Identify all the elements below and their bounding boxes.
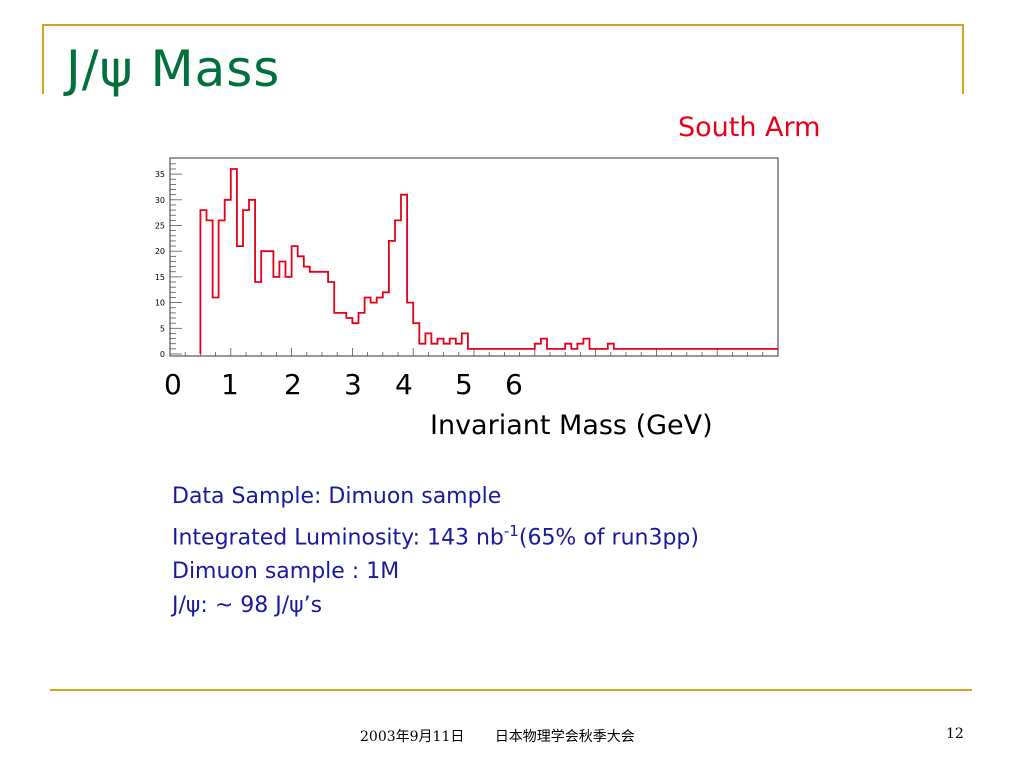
histogram-bin <box>304 267 310 354</box>
histogram-bin <box>377 298 383 355</box>
histogram-bin <box>310 272 316 354</box>
histogram-bin <box>340 313 346 354</box>
histogram-bin <box>213 298 219 355</box>
histogram-bin <box>316 272 322 354</box>
y-tick-label: 25 <box>155 222 165 231</box>
histogram-bin <box>413 323 419 354</box>
plot-frame <box>169 157 779 357</box>
info-line-jpsi-count: J/ψ: ~ 98 J/ψ’s <box>172 593 323 619</box>
luminosity-note: (65% of run3pp) <box>518 525 699 551</box>
page-number: 12 <box>946 726 964 742</box>
histogram-bin <box>431 344 437 354</box>
frame-bottom-line <box>50 689 972 691</box>
x-tick-label-0: 0 <box>164 368 182 401</box>
x-tick-label-4: 4 <box>395 368 413 401</box>
histogram-bin <box>401 195 407 354</box>
info-line-dimuon-count: Dimuon sample : 1M <box>172 559 400 585</box>
y-tick-label: 5 <box>160 324 165 333</box>
histogram-bin <box>565 344 571 354</box>
histogram-bin <box>365 298 371 355</box>
x-tick-label-6: 6 <box>505 368 523 401</box>
mass-histogram: 0 5 10 15 20 25 30 35 <box>155 157 779 359</box>
histogram-bin <box>334 313 340 354</box>
y-tick-label: 15 <box>155 273 165 282</box>
frame-top-line <box>44 24 964 26</box>
frame-left-line <box>42 24 44 94</box>
histogram-bin <box>286 277 292 354</box>
footer-meeting: 日本物理学会秋季大会 <box>494 729 635 745</box>
histogram-bin <box>219 220 225 354</box>
histogram-bin <box>444 344 450 354</box>
histogram-bin <box>231 169 237 354</box>
histogram-bin <box>395 220 401 354</box>
y-tick-label: 0 <box>160 350 165 359</box>
data-summary: Data Sample: Dimuon sample Integrated Lu… <box>172 480 699 623</box>
x-tick-labels: 0 1 2 3 4 5 6 <box>0 368 1024 404</box>
histogram-outline <box>199 168 778 354</box>
luminosity-exponent: -1 <box>503 522 519 540</box>
histogram-bin <box>352 323 358 354</box>
histogram-bin <box>261 251 267 354</box>
histogram-bin <box>200 210 206 354</box>
histogram-bin <box>389 241 395 354</box>
histogram-bin <box>577 344 583 354</box>
histogram-bin <box>438 339 444 354</box>
info-line-luminosity: Integrated Luminosity: 143 nb-1(65% of r… <box>172 514 699 555</box>
frame-right-line <box>962 24 964 94</box>
footer-left: 2003年9月11日 日本物理学会秋季大会 <box>360 726 635 746</box>
histogram-bin <box>249 200 255 354</box>
histogram-bin <box>583 339 589 354</box>
histogram-bin <box>267 251 273 354</box>
x-axis-label: Invariant Mass (GeV) <box>430 410 713 441</box>
histogram-bin <box>407 303 413 354</box>
arm-label: South Arm <box>678 112 821 143</box>
x-tick-label-5: 5 <box>455 368 473 401</box>
footer-date: 2003年9月11日 <box>360 729 465 745</box>
x-tick-label-3: 3 <box>344 368 362 401</box>
histogram-bin <box>383 292 389 354</box>
histogram-bin <box>207 220 213 354</box>
y-tick-label: 30 <box>155 196 165 205</box>
histogram-bin <box>279 262 285 355</box>
y-tick-label: 35 <box>155 170 165 179</box>
y-tick-label: 10 <box>155 299 165 308</box>
histogram-bin <box>456 344 462 354</box>
histogram-bin <box>322 272 328 354</box>
slide-title: J/ψ Mass <box>66 40 281 98</box>
histogram-bin <box>419 344 425 354</box>
histogram-bin <box>371 303 377 354</box>
histogram-bin <box>255 282 261 354</box>
luminosity-text: Integrated Luminosity: 143 nb <box>172 525 504 551</box>
histogram-bin <box>359 313 365 354</box>
info-line-sample: Data Sample: Dimuon sample <box>172 484 502 509</box>
histogram-bin <box>292 246 298 354</box>
histogram-bin <box>541 339 547 354</box>
histogram-bin <box>273 277 279 354</box>
histogram-bin <box>298 256 304 354</box>
histogram-bin <box>225 200 231 354</box>
histogram-bin <box>462 333 468 354</box>
x-tick-label-1: 1 <box>221 368 239 401</box>
y-tick-label: 20 <box>155 247 165 256</box>
histogram-bin <box>450 339 456 354</box>
histogram-bin <box>535 344 541 354</box>
histogram-bin <box>243 210 249 354</box>
histogram-bin <box>346 318 352 354</box>
histogram-bin <box>237 246 243 354</box>
x-tick-label-2: 2 <box>284 368 302 401</box>
histogram-bin <box>328 282 334 354</box>
